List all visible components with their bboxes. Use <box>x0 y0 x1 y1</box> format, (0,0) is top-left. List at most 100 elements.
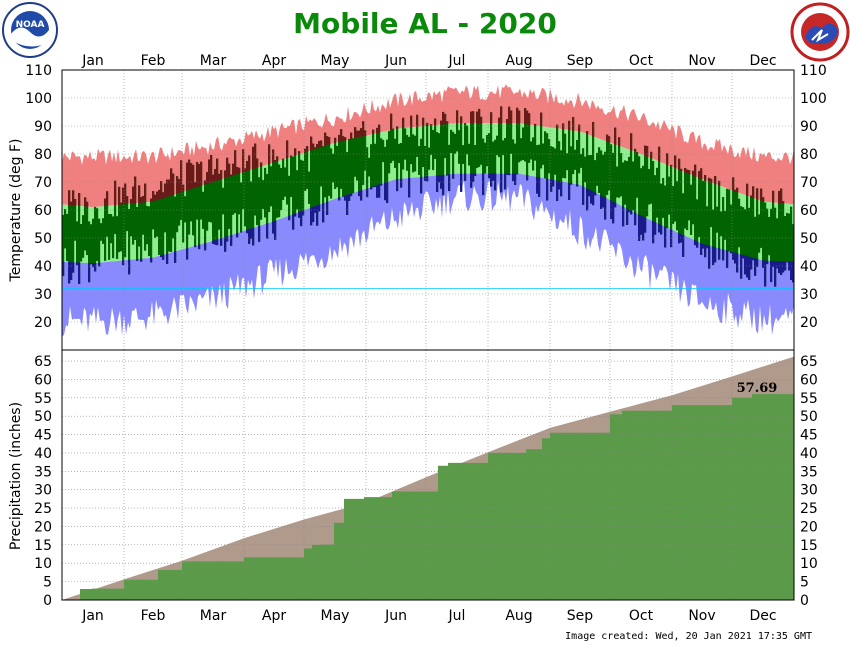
daily-temperature-bar <box>628 156 631 213</box>
daily-temperature-bar <box>690 184 693 235</box>
above-normal-high-segment <box>782 201 785 204</box>
below-normal-low-segment <box>318 204 321 212</box>
below-normal-low-segment <box>714 247 717 263</box>
below-normal-low-segment <box>734 252 737 264</box>
precipitation-y-tick-right: 40 <box>800 446 818 462</box>
daily-temperature-bar <box>412 134 415 173</box>
daily-temperature-bar <box>768 216 771 256</box>
below-normal-low-segment <box>322 203 325 223</box>
precipitation-y-tick-right: 20 <box>800 519 818 535</box>
above-normal-high-segment <box>126 196 129 205</box>
below-normal-low-segment <box>526 175 529 181</box>
below-normal-low-segment <box>436 175 439 192</box>
daily-temperature-bar <box>576 139 579 187</box>
month-label-bottom: Dec <box>749 608 776 624</box>
above-normal-high-segment <box>178 179 181 194</box>
daily-temperature-bar <box>632 161 635 211</box>
precipitation-y-tick-left: 35 <box>34 464 52 480</box>
below-normal-low-segment <box>780 261 783 275</box>
below-normal-low-segment <box>756 258 759 267</box>
daily-temperature-bar <box>462 145 465 165</box>
daily-temperature-bar <box>198 164 201 250</box>
daily-temperature-bar <box>290 155 293 197</box>
daily-temperature-bar <box>776 218 779 269</box>
above-normal-high-segment <box>750 195 753 198</box>
daily-temperature-bar <box>600 150 603 209</box>
daily-temperature-bar <box>610 144 613 219</box>
daily-temperature-bar <box>234 150 237 214</box>
above-normal-high-segment <box>762 197 765 202</box>
daily-temperature-bar <box>432 129 435 171</box>
above-normal-high-segment <box>294 148 297 156</box>
below-normal-low-segment <box>500 173 503 193</box>
daily-temperature-bar <box>224 170 227 252</box>
daily-temperature-bar <box>296 170 299 210</box>
daily-temperature-bar <box>588 155 591 197</box>
daily-temperature-bar <box>172 173 175 239</box>
temperature-panel: 20 30 40 50 60 70 80 90 100 110 20 30 40 50 60 70 80 90 1… <box>8 63 827 351</box>
below-normal-low-segment <box>386 182 389 204</box>
below-normal-low-segment <box>512 173 515 182</box>
above-normal-high-segment <box>390 113 393 130</box>
above-normal-high-segment <box>84 197 87 207</box>
above-normal-high-segment <box>402 117 405 129</box>
above-normal-high-segment <box>306 146 309 152</box>
below-normal-low-segment <box>492 173 495 181</box>
temperature-y-tick-right: 80 <box>800 147 818 163</box>
daily-temperature-bar <box>696 199 699 248</box>
daily-temperature-bar <box>376 127 379 198</box>
daily-temperature-bar <box>706 206 709 249</box>
below-normal-low-segment <box>250 228 253 239</box>
precipitation-y-tick-left: 15 <box>34 538 52 554</box>
above-normal-high-segment <box>718 180 721 186</box>
above-normal-high-segment <box>132 186 135 204</box>
daily-temperature-bar <box>274 160 277 240</box>
above-normal-high-segment <box>392 128 395 130</box>
above-normal-high-segment <box>376 127 379 134</box>
daily-temperature-bar <box>90 224 93 265</box>
above-normal-high-segment <box>644 145 647 156</box>
daily-temperature-bar <box>236 166 239 238</box>
daily-temperature-bar <box>328 137 331 196</box>
daily-temperature-bar <box>156 191 159 237</box>
daily-temperature-bar <box>564 133 567 179</box>
below-normal-low-segment <box>600 195 603 209</box>
daily-temperature-bar <box>418 146 421 175</box>
below-normal-low-segment <box>140 258 143 262</box>
below-normal-low-segment <box>338 197 341 201</box>
above-normal-high-segment <box>650 151 653 159</box>
daily-temperature-bar <box>680 168 683 243</box>
daily-temperature-bar <box>318 140 321 212</box>
daily-temperature-bar <box>670 164 673 248</box>
above-normal-high-segment <box>334 137 337 143</box>
daily-temperature-bar <box>212 174 215 244</box>
precipitation-y-tick-left: 5 <box>43 575 52 591</box>
below-normal-low-segment <box>770 260 773 283</box>
daily-temperature-bar <box>132 186 135 245</box>
below-normal-low-segment <box>470 173 473 188</box>
above-normal-high-segment <box>216 158 219 181</box>
temperature-y-tick-right: 100 <box>800 91 827 107</box>
daily-temperature-bar <box>630 133 633 215</box>
daily-temperature-bar <box>400 142 403 188</box>
above-normal-high-segment <box>286 140 289 159</box>
daily-temperature-bar <box>410 115 413 165</box>
below-normal-low-segment <box>694 240 697 246</box>
above-normal-high-segment <box>526 110 529 125</box>
below-normal-low-segment <box>610 200 613 219</box>
daily-temperature-bar <box>76 221 79 266</box>
precipitation-y-tick-right: 0 <box>800 593 809 609</box>
above-normal-high-segment <box>344 137 347 141</box>
precipitation-y-tick-left: 20 <box>34 519 52 535</box>
below-normal-low-segment <box>764 260 767 287</box>
below-normal-low-segment <box>214 240 217 245</box>
daily-temperature-bar <box>560 150 563 197</box>
daily-temperature-bar <box>256 158 259 226</box>
daily-temperature-bar <box>618 137 621 198</box>
above-normal-high-segment <box>242 149 245 173</box>
daily-temperature-bar <box>88 221 91 283</box>
nws-logo <box>790 2 850 62</box>
daily-temperature-bar <box>160 181 163 258</box>
below-normal-low-segment <box>136 259 139 261</box>
below-normal-low-segment <box>310 207 313 226</box>
